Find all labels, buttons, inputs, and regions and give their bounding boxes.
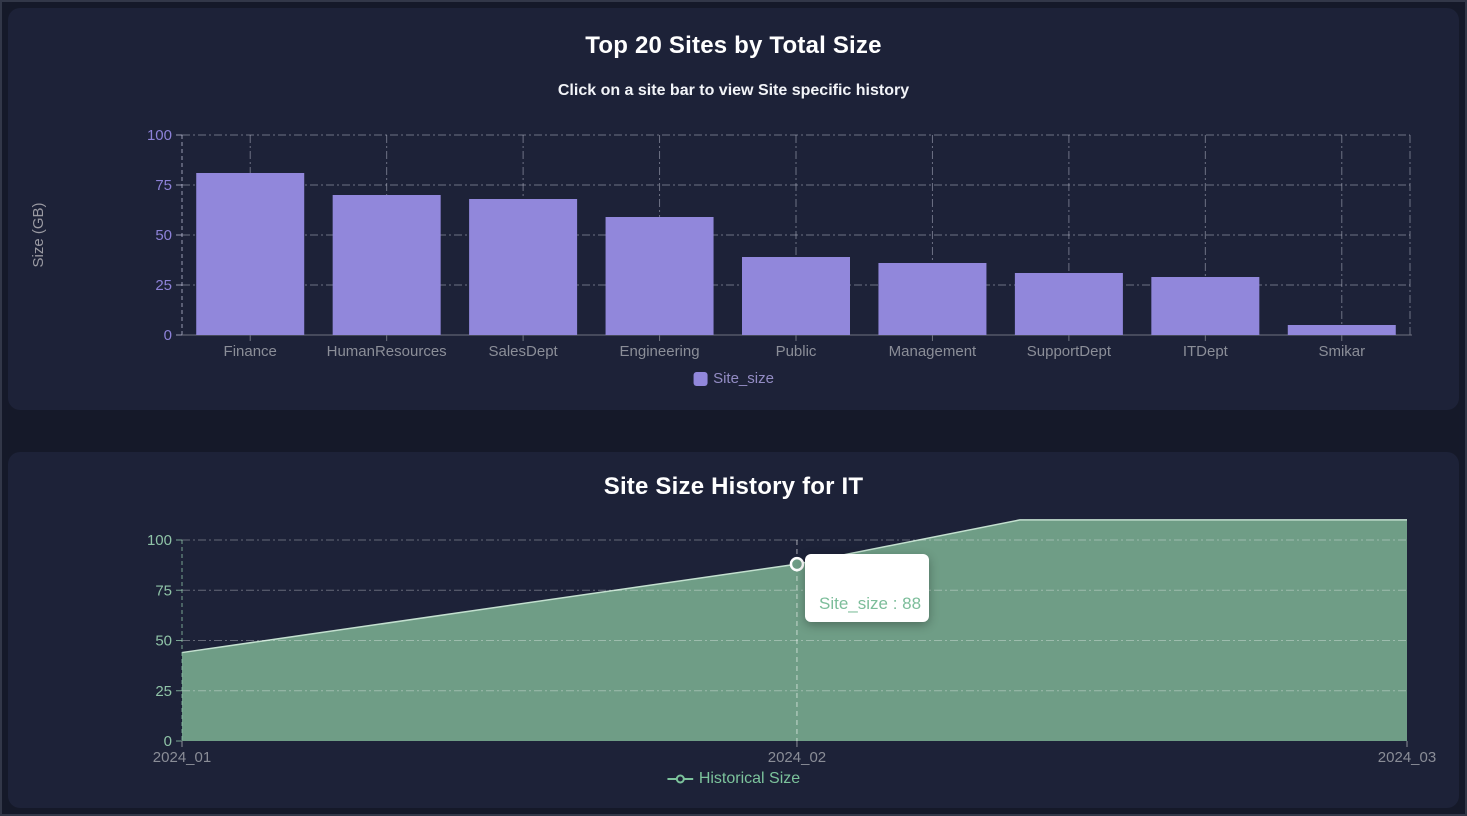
x-tick-label: 2024_01 xyxy=(153,749,211,766)
area-series[interactable] xyxy=(182,519,1407,741)
y-tick-label: 100 xyxy=(147,127,172,144)
tooltip-text: Site_size : 88 xyxy=(819,594,922,613)
y-tick-label: 100 xyxy=(147,532,172,549)
x-tick-label: 2024_02 xyxy=(768,749,826,766)
x-tick-label: Smikar xyxy=(1318,343,1365,360)
y-tick-label: 0 xyxy=(164,327,172,344)
y-tick-label: 50 xyxy=(155,633,172,650)
bar-ITDept[interactable] xyxy=(1151,277,1260,335)
x-tick-label: Engineering xyxy=(620,343,700,360)
bar-Engineering[interactable] xyxy=(605,217,714,335)
hover-marker[interactable] xyxy=(789,556,805,572)
bar-legend-label: Site_size xyxy=(713,370,774,387)
area-chart-legend[interactable]: Historical Size xyxy=(666,770,801,788)
bar-Finance[interactable] xyxy=(196,173,305,335)
bar-Smikar[interactable] xyxy=(1287,325,1396,335)
y-tick-label: 25 xyxy=(155,683,172,700)
x-tick-label: ITDept xyxy=(1183,343,1229,360)
area-legend-label: Historical Size xyxy=(698,770,801,787)
bar-series-swatch-icon xyxy=(693,371,708,386)
bar-Management[interactable] xyxy=(878,263,987,335)
bar-chart-canvas: 0 25 50 75 100 Finance HumanResources SalesDept… xyxy=(30,127,1412,360)
y-tick-label: 75 xyxy=(155,177,172,194)
legend-circle xyxy=(675,774,685,784)
bar-Public[interactable] xyxy=(742,257,850,335)
y-axis-name: Size (GB) xyxy=(30,202,47,267)
bar-HumanResources[interactable] xyxy=(332,195,441,335)
x-tick-label: HumanResources xyxy=(327,343,447,360)
line-legend-glyph xyxy=(666,774,693,784)
bar-SalesDept[interactable] xyxy=(469,199,578,335)
x-tick-label: SupportDept xyxy=(1027,343,1112,360)
y-tick-label: 0 xyxy=(164,733,172,750)
y-tick-label: 25 xyxy=(155,277,172,294)
top-chart-subtitle: Click on a site bar to view Site specifi… xyxy=(557,82,910,99)
top-sites-panel: Top 20 Sites by Total Size Click on a si… xyxy=(8,8,1459,410)
chart-tooltip: Site_size : 88 xyxy=(805,554,929,622)
site-history-panel: Site Size History for IT 0 25 50 75 100 2024_… xyxy=(8,452,1459,808)
x-tick-label: Public xyxy=(776,343,817,360)
area-series-line xyxy=(181,519,1407,654)
bar-SupportDept[interactable] xyxy=(1014,273,1123,335)
top-chart-title: Top 20 Sites by Total Size xyxy=(585,32,882,59)
bar-chart-legend[interactable]: Site_size xyxy=(693,370,774,387)
area-chart-canvas: 0 25 50 75 100 2024_01 2024_02 2024_03 xyxy=(147,519,1436,766)
y-tick-label: 75 xyxy=(155,582,172,599)
x-tick-label: 2024_03 xyxy=(1378,749,1436,766)
x-tick-label: Finance xyxy=(224,343,277,360)
x-tick-label: SalesDept xyxy=(489,343,559,360)
y-tick-label: 50 xyxy=(155,227,172,244)
history-chart-title: Site Size History for IT xyxy=(603,473,864,500)
line-series-icon xyxy=(666,773,693,785)
x-tick-label: Management xyxy=(889,343,977,360)
